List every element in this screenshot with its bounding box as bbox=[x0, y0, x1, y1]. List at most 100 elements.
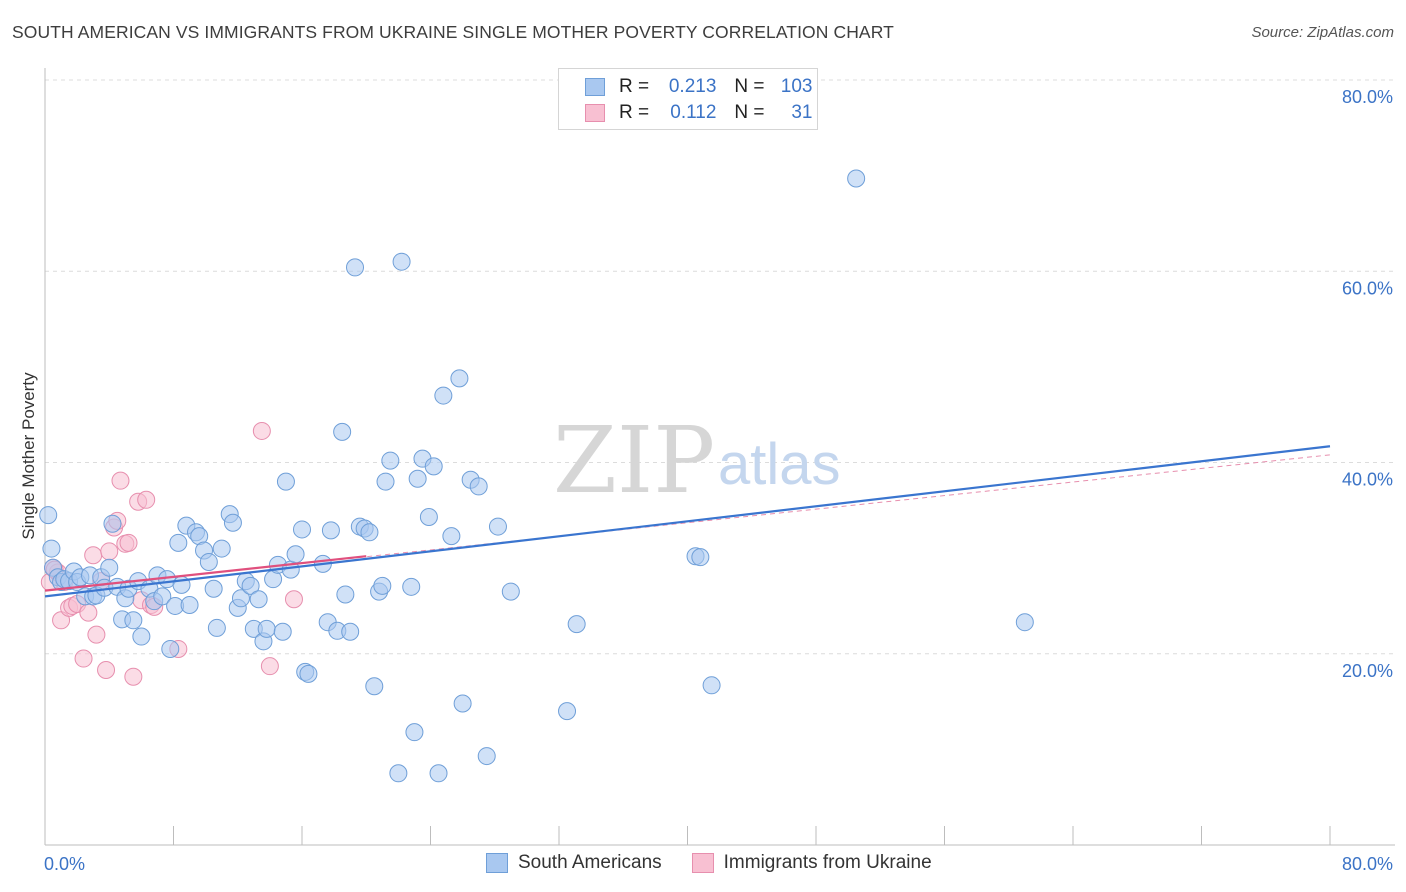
y-tick-label: 80.0% bbox=[1342, 87, 1393, 107]
legend-swatch-pink bbox=[585, 104, 605, 122]
data-point bbox=[376, 472, 395, 491]
x-tick-label: 0.0% bbox=[44, 854, 85, 874]
data-point bbox=[373, 576, 392, 595]
legend-n-label: N = bbox=[734, 76, 765, 97]
data-point bbox=[450, 369, 469, 388]
chart-title: SOUTH AMERICAN VS IMMIGRANTS FROM UKRAIN… bbox=[12, 22, 894, 42]
series-legend: South Americans Immigrants from Ukraine bbox=[486, 852, 962, 874]
data-point bbox=[84, 546, 103, 565]
legend-item-south-americans: South Americans bbox=[486, 852, 662, 874]
data-point bbox=[74, 649, 93, 668]
data-point bbox=[293, 520, 311, 539]
y-tick-label: 40.0% bbox=[1342, 470, 1393, 490]
watermark-zip: ZIP bbox=[553, 407, 715, 514]
data-point bbox=[402, 577, 421, 596]
data-point bbox=[153, 587, 172, 606]
data-point bbox=[424, 457, 443, 476]
legend-swatch-blue bbox=[585, 78, 605, 96]
data-point bbox=[119, 533, 138, 552]
data-point bbox=[231, 589, 250, 608]
data-point bbox=[207, 618, 226, 637]
data-point bbox=[405, 723, 424, 742]
data-point bbox=[103, 514, 122, 533]
data-point bbox=[257, 619, 276, 638]
legend-r-label: R = bbox=[619, 102, 650, 123]
chart-source: Source: ZipAtlas.com bbox=[1251, 24, 1394, 41]
data-point bbox=[691, 548, 710, 567]
legend-r-label: R = bbox=[619, 76, 650, 97]
x-tick-label: 80.0% bbox=[1342, 854, 1393, 874]
trend-lines bbox=[44, 445, 1331, 598]
data-point bbox=[469, 477, 488, 496]
data-point bbox=[180, 595, 199, 614]
legend-row-ukraine: R = 0.112 N = 31 bbox=[585, 100, 813, 126]
data-point bbox=[223, 513, 242, 532]
legend-swatch-blue bbox=[486, 853, 508, 873]
legend-r-value: 0.213 bbox=[668, 76, 717, 97]
correlation-legend: R = 0.213 N = 103 R = 0.112 N = 31 bbox=[558, 68, 818, 130]
data-point bbox=[333, 422, 352, 441]
data-point bbox=[408, 469, 427, 488]
data-point bbox=[346, 258, 365, 277]
data-point bbox=[299, 664, 318, 683]
data-point bbox=[702, 676, 721, 695]
data-point bbox=[111, 471, 130, 490]
data-point bbox=[252, 421, 271, 440]
legend-item-label: South Americans bbox=[518, 852, 662, 873]
data-point bbox=[567, 615, 586, 634]
data-point bbox=[39, 506, 58, 525]
data-point bbox=[241, 576, 260, 595]
legend-n-label: N = bbox=[734, 102, 765, 123]
data-point bbox=[336, 585, 355, 604]
y-tick-label: 20.0% bbox=[1342, 661, 1393, 681]
series-south-american-points bbox=[39, 169, 1034, 783]
data-point bbox=[199, 552, 218, 571]
data-point bbox=[276, 472, 295, 491]
tick-labels: 20.0% 40.0% 60.0% 80.0% 0.0% 80.0% bbox=[44, 87, 1393, 874]
data-point bbox=[100, 558, 119, 577]
data-point bbox=[212, 539, 231, 558]
y-tick-label: 60.0% bbox=[1342, 278, 1393, 298]
data-point bbox=[273, 622, 292, 641]
data-point bbox=[419, 508, 438, 527]
data-point bbox=[389, 764, 408, 783]
legend-swatch-pink bbox=[691, 853, 714, 873]
data-point bbox=[442, 527, 461, 546]
data-point bbox=[501, 582, 520, 601]
data-point bbox=[341, 622, 360, 641]
data-point bbox=[42, 539, 61, 558]
data-point bbox=[87, 625, 106, 644]
trend-line bbox=[44, 555, 367, 592]
data-point bbox=[286, 545, 305, 564]
data-point bbox=[284, 590, 303, 609]
data-point bbox=[847, 169, 866, 188]
data-point bbox=[321, 521, 340, 540]
grid-lines bbox=[45, 79, 1395, 655]
data-point bbox=[365, 677, 384, 696]
data-point bbox=[169, 533, 188, 552]
data-point bbox=[429, 764, 448, 783]
data-point bbox=[124, 667, 143, 686]
data-point bbox=[100, 542, 119, 561]
data-point bbox=[204, 579, 223, 598]
watermark: ZIP atlas bbox=[553, 407, 841, 514]
data-point bbox=[97, 661, 116, 680]
data-point bbox=[434, 386, 453, 405]
data-point bbox=[161, 639, 180, 658]
trend-line bbox=[44, 445, 1331, 598]
data-point bbox=[477, 747, 496, 766]
legend-row-south-americans: R = 0.213 N = 103 bbox=[585, 74, 813, 100]
data-point bbox=[453, 694, 472, 713]
data-point bbox=[137, 490, 156, 509]
data-point bbox=[488, 517, 507, 536]
watermark-atlas: atlas bbox=[718, 432, 841, 497]
legend-item-ukraine: Immigrants from Ukraine bbox=[691, 852, 932, 874]
data-point bbox=[381, 451, 400, 470]
data-point bbox=[260, 657, 279, 676]
legend-n-value: 31 bbox=[791, 102, 813, 123]
legend-r-value: 0.112 bbox=[670, 102, 717, 123]
data-point bbox=[392, 252, 411, 271]
data-point bbox=[558, 702, 577, 721]
data-point bbox=[79, 603, 98, 622]
